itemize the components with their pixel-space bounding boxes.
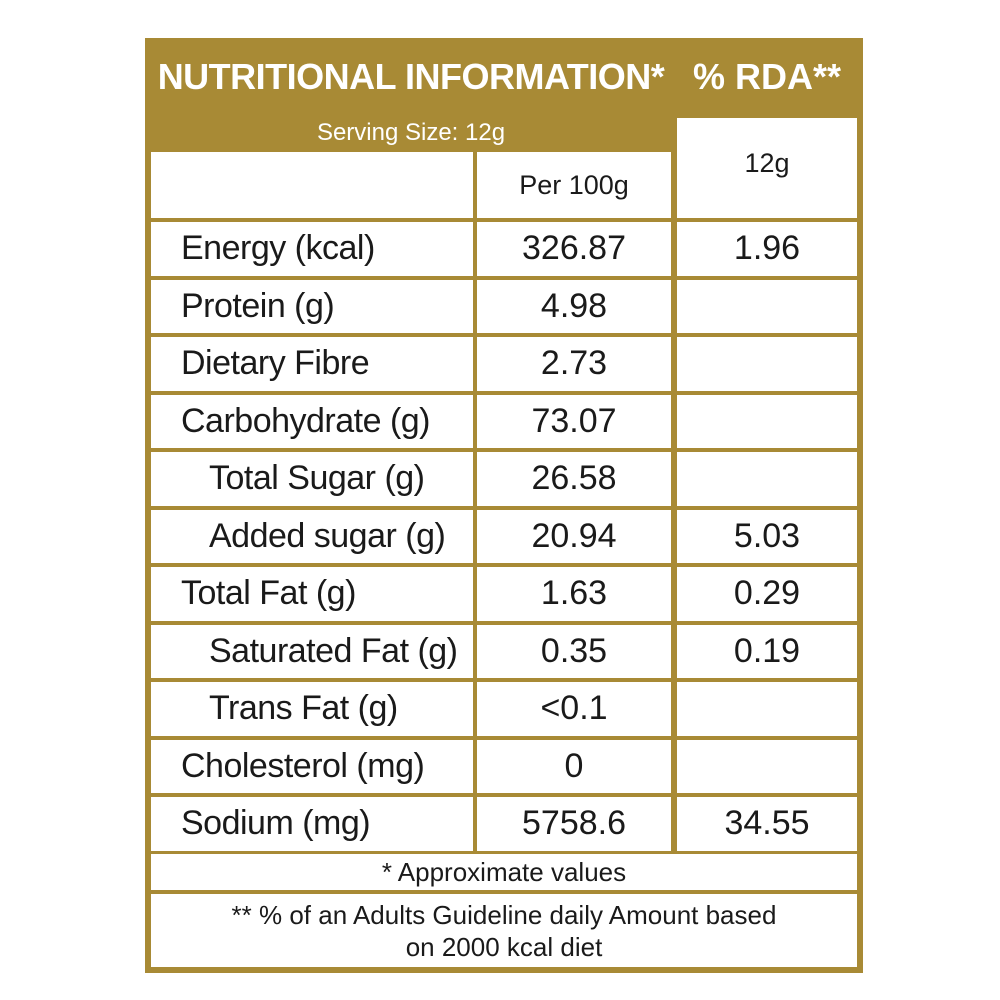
rda-value: [677, 739, 857, 793]
per-100g-value: 2.73: [477, 337, 671, 391]
rda-value: 34.55: [677, 797, 857, 851]
nutrient-label: Total Sugar (g): [151, 452, 473, 506]
nutrient-label: Dietary Fibre: [151, 337, 473, 391]
nutrition-table: NUTRITIONAL INFORMATION* % RDA** Serving…: [145, 38, 863, 973]
rda-value: 0.29: [677, 567, 857, 621]
per-100g-value: 0: [477, 739, 671, 793]
nutrient-label: Sodium (mg): [151, 797, 473, 851]
per-100g-header: Per 100g: [477, 152, 671, 218]
per-100g-value: 26.58: [477, 452, 671, 506]
nutrient-label: Trans Fat (g): [151, 682, 473, 736]
per-100g-value: <0.1: [477, 682, 671, 736]
nutrient-label: Total Fat (g): [151, 567, 473, 621]
rda-header: % RDA**: [677, 42, 857, 112]
nutrient-label: Carbohydrate (g): [151, 394, 473, 448]
nutrient-label: Energy (kcal): [151, 222, 473, 276]
footnote-rda: ** % of an Adults Guideline daily Amount…: [151, 894, 857, 967]
rda-amount-header: 12g: [677, 118, 857, 218]
blank-header-cell: [151, 152, 473, 218]
serving-size: Serving Size: 12g: [151, 118, 671, 148]
per-100g-value: 0.35: [477, 624, 671, 678]
rda-value: [677, 452, 857, 506]
rda-value: [677, 337, 857, 391]
per-100g-value: 5758.6: [477, 797, 671, 851]
per-100g-value: 326.87: [477, 222, 671, 276]
per-100g-value: 4.98: [477, 279, 671, 333]
footnote-rda-line2: on 2000 kcal diet: [405, 931, 603, 962]
nutrient-label: Protein (g): [151, 279, 473, 333]
rda-value: [677, 279, 857, 333]
nutrient-label: Saturated Fat (g): [151, 624, 473, 678]
rda-value: [677, 682, 857, 736]
nutrient-label: Cholesterol (mg): [151, 739, 473, 793]
per-100g-value: 73.07: [477, 394, 671, 448]
rda-value: 1.96: [677, 222, 857, 276]
per-100g-value: 1.63: [477, 567, 671, 621]
footnote-approximate: * Approximate values: [151, 854, 857, 890]
rda-value: 5.03: [677, 509, 857, 563]
per-100g-value: 20.94: [477, 509, 671, 563]
nutrient-label: Added sugar (g): [151, 509, 473, 563]
rda-value: 0.19: [677, 624, 857, 678]
footnote-rda-line1: ** % of an Adults Guideline daily Amount…: [231, 899, 777, 930]
rda-value: [677, 394, 857, 448]
table-title: NUTRITIONAL INFORMATION*: [151, 42, 671, 112]
